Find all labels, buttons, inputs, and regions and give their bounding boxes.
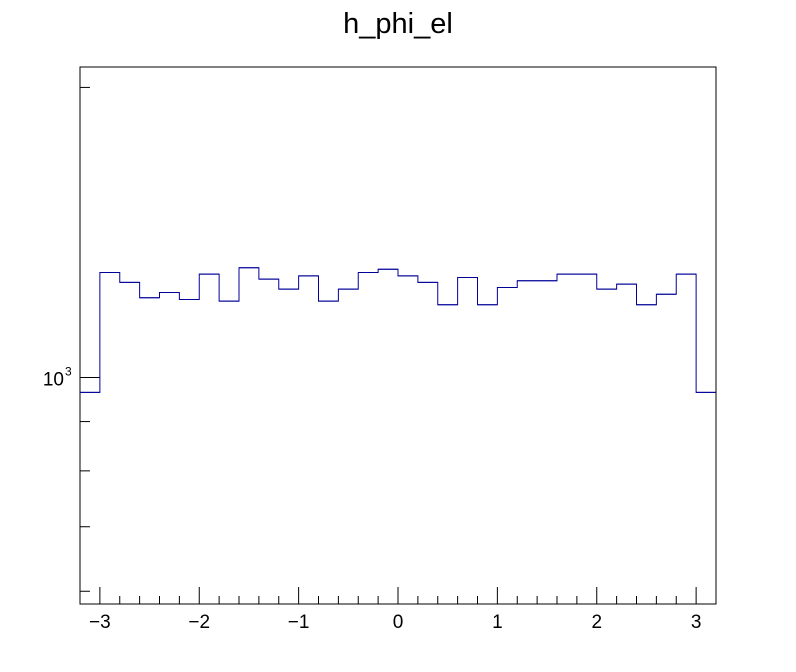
chart-title: h_phi_el <box>343 8 453 40</box>
x-tick-label: 3 <box>691 612 702 633</box>
x-tick-label: −3 <box>89 612 111 633</box>
y-axis: 10 3 <box>43 86 100 592</box>
histogram-series-line <box>80 267 716 393</box>
plot-frame <box>79 66 717 605</box>
y-tick-exponent: 3 <box>65 364 72 378</box>
y-tick-label: 10 <box>43 369 64 390</box>
histogram-bins <box>80 267 716 393</box>
x-tick-label: −2 <box>188 612 210 633</box>
x-tick-label: 0 <box>393 612 404 633</box>
x-tick-label: 2 <box>591 612 602 633</box>
x-tick-label: 1 <box>492 612 503 633</box>
x-axis: −3 −2 −1 0 1 2 3 <box>79 587 717 633</box>
x-tick-label: −1 <box>288 612 310 633</box>
